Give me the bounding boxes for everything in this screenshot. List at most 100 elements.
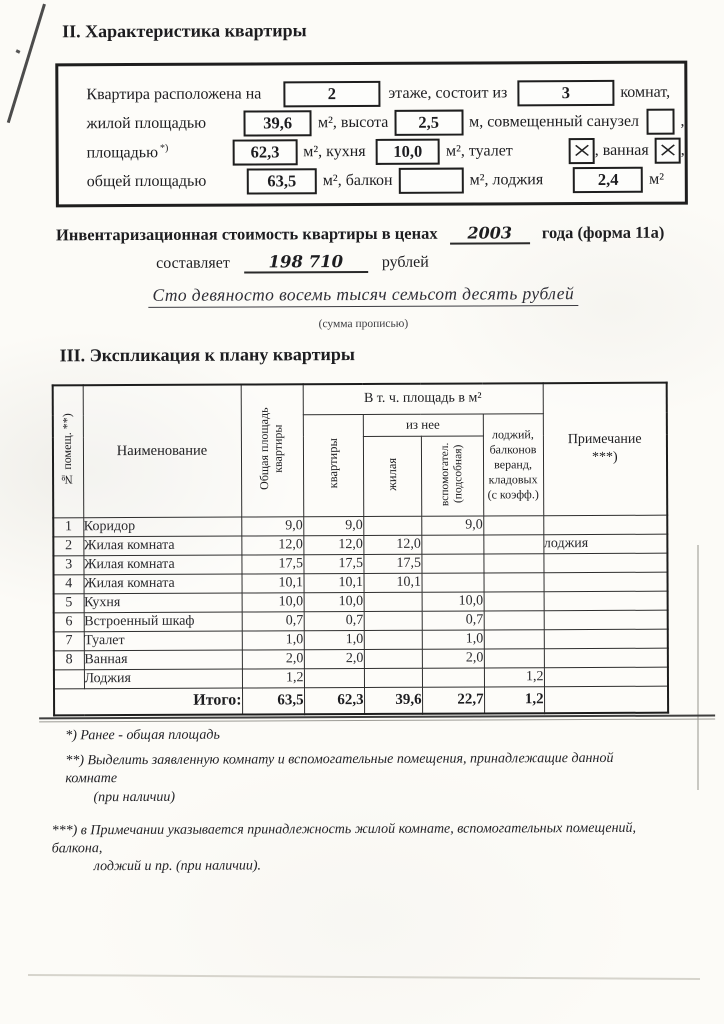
header-incl-area: В т. ч. площадь в м² xyxy=(302,383,543,415)
header-room-number: № помещ. **) xyxy=(52,385,84,518)
charbox-row-floor: Квартира расположена на 2 этаже, состоит… xyxy=(86,78,684,110)
cell-loggia-area xyxy=(483,572,544,592)
cell-apartment-area: 10,1 xyxy=(303,572,364,593)
cell-room-number: 4 xyxy=(53,574,84,594)
valuation-lead: Инвентаризационная стоимость квартиры в … xyxy=(55,223,438,245)
apartment-characteristics-box: Квартира расположена на 2 этаже, состоит… xyxy=(55,60,688,208)
cell-living-area xyxy=(363,610,422,630)
cell-total-area: 1,0 xyxy=(241,630,304,650)
cell-auxiliary-area: 0,7 xyxy=(421,610,484,630)
header-of-it: из нее xyxy=(362,413,483,437)
cell-room-number: 3 xyxy=(53,555,84,575)
loggia-value-box: 2,4 xyxy=(573,166,644,193)
valuation-amount-line: составляет 198 710 рублей xyxy=(156,251,429,274)
label-bath: , ванная xyxy=(594,141,649,159)
header-auxiliary: вспомогател. (подсобная) xyxy=(420,435,484,516)
valuation-line: Инвентаризационная стоимость квартиры в … xyxy=(56,223,664,247)
cell-loggia-area xyxy=(483,591,544,611)
label-total-area: общей площадью xyxy=(86,172,207,190)
header-total-area: Общая площадь квартиры xyxy=(240,384,304,517)
bath-checkbox: × xyxy=(654,137,681,164)
amount-label: составляет xyxy=(156,254,230,272)
cell-living-area xyxy=(363,667,422,687)
rooms-value-box: 3 xyxy=(517,79,615,106)
cell-loggia-area xyxy=(483,610,544,630)
footnote-separator-line-2 xyxy=(39,718,716,723)
label-comma: , xyxy=(680,112,685,130)
cell-room-number: 8 xyxy=(53,650,84,670)
cell-room-number: 5 xyxy=(53,593,84,613)
label-living-area: жилой площадью xyxy=(86,114,207,132)
total-area-value-box: 63,5 xyxy=(246,167,317,195)
x-mark: × xyxy=(572,137,592,164)
cell-name: Кухня xyxy=(83,592,242,613)
cell-living-area: 12,0 xyxy=(363,534,422,554)
label-floor-consists-of: этаже, состоит из xyxy=(388,83,508,102)
amount-words-caption: (сумма прописью) xyxy=(318,317,409,331)
label-area: площадью *) xyxy=(86,142,169,162)
cell-room-number: 7 xyxy=(53,631,84,651)
cell-living-area xyxy=(363,648,422,668)
cell-total-area: 10,1 xyxy=(241,573,304,593)
cell-loggia-area xyxy=(483,629,544,649)
cell-loggia-area xyxy=(483,648,544,668)
cell-apartment-area: 1,0 xyxy=(303,629,364,650)
currency-label: рублей xyxy=(381,253,429,271)
total-row: Итого: 63,5 62,3 39,6 22,7 1,2 xyxy=(54,685,669,716)
cell-name: Жилая комната xyxy=(83,573,242,594)
cell-apartment-area: 9,0 xyxy=(303,515,364,536)
cell-name: Туалет xyxy=(83,630,242,651)
label-toilet: м², туалет xyxy=(445,141,513,160)
x-mark: × xyxy=(658,137,678,164)
cell-living-area: 10,1 xyxy=(363,572,422,592)
footnote-marker: *) xyxy=(159,142,169,154)
cell-apartment-area: 2,0 xyxy=(303,648,364,669)
total-label: Итого: xyxy=(54,687,243,716)
label-kitchen: м², кухня xyxy=(303,142,366,160)
footnote-1: *) Ранее - общая площадь xyxy=(65,727,220,744)
cell-auxiliary-area: 1,0 xyxy=(421,629,484,649)
valuation-tail: года (форма 11а) xyxy=(541,222,665,243)
balcony-value-box xyxy=(398,167,464,194)
cell-room-number: 6 xyxy=(53,612,84,632)
label-located-on: Квартира расположена на xyxy=(86,84,262,103)
explication-footer: Итого: 63,5 62,3 39,6 22,7 1,2 xyxy=(54,685,669,716)
cell-total-area: 10,0 xyxy=(241,592,304,612)
cell-auxiliary-area: 2,0 xyxy=(421,648,484,668)
total-note xyxy=(544,685,669,714)
cell-loggia-area xyxy=(483,553,544,573)
cell-name: Коридор xyxy=(83,516,242,537)
amount-words-line: Сто девяносто восемь тысяч семьсот десят… xyxy=(1,282,724,308)
cell-living-area xyxy=(363,629,422,649)
section2-title: II. Характеристика квартиры xyxy=(62,20,307,42)
area-value-box: 62,3 xyxy=(232,138,298,166)
charbox-row-area: площадью *) 62,3 м², кухня 10,0 м², туале… xyxy=(87,136,685,168)
total-loggia-sum: 1,2 xyxy=(483,686,545,714)
cell-name: Ванная xyxy=(83,649,242,670)
cell-note xyxy=(543,609,668,630)
cell-total-area: 17,5 xyxy=(241,554,304,574)
cell-auxiliary-area xyxy=(421,534,484,554)
cell-note xyxy=(543,571,668,592)
footnote-3-cont: лоджий и пр. (при наличии). xyxy=(93,858,262,875)
cell-auxiliary-area: 10,0 xyxy=(421,591,484,611)
cell-note xyxy=(543,628,668,649)
cell-loggia-area xyxy=(483,515,544,535)
cell-apartment-area: 0,7 xyxy=(303,610,364,631)
cell-living-area xyxy=(363,591,422,611)
scan-vertical-line-artifact xyxy=(697,545,699,790)
label-comma2: , xyxy=(680,141,685,159)
cell-total-area: 1,2 xyxy=(241,668,304,688)
cell-note xyxy=(543,666,669,687)
cell-auxiliary-area xyxy=(421,553,484,573)
footnote-2-cont: (при наличии) xyxy=(93,789,176,805)
cell-total-area: 9,0 xyxy=(241,516,304,536)
living-area-value-box: 39,6 xyxy=(243,109,313,137)
total-auxiliary-sum: 22,7 xyxy=(421,686,485,714)
cell-note: лоджия xyxy=(543,533,668,554)
cell-total-area: 12,0 xyxy=(241,535,304,555)
cell-room-number: 2 xyxy=(53,536,84,556)
cell-apartment-area: 12,0 xyxy=(303,534,364,555)
footnotes-block: *) Ранее - общая площадь **) Выделить за… xyxy=(52,725,666,877)
